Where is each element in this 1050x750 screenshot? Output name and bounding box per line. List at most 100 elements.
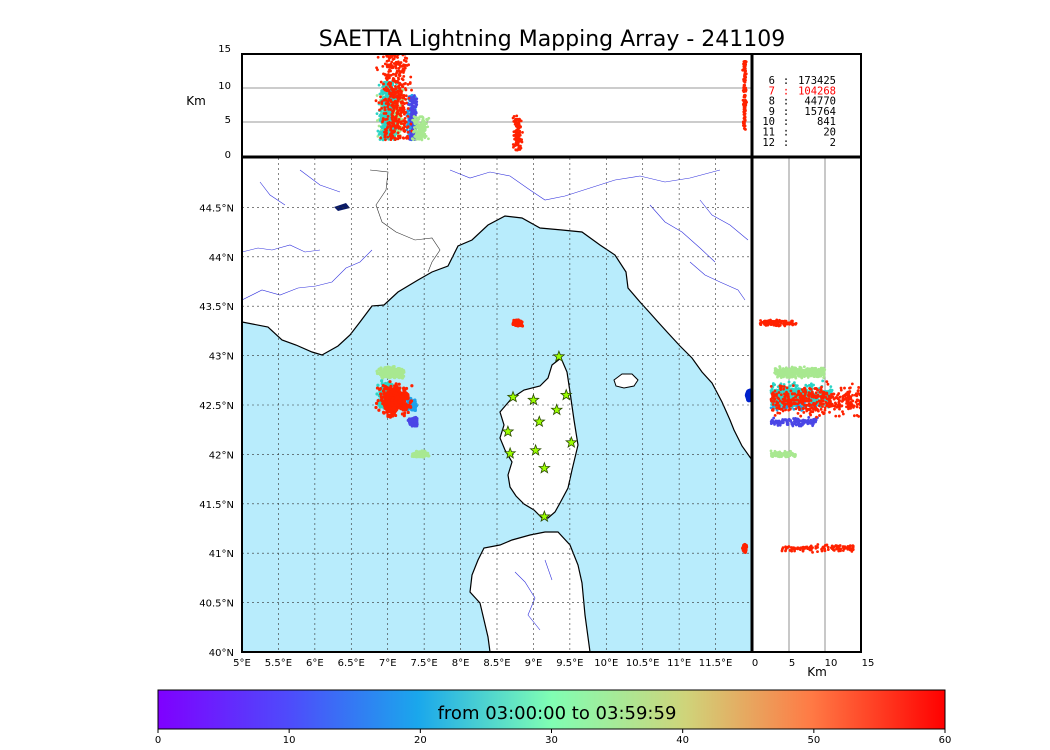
altitude-point [397,134,400,138]
altitude-point [409,125,412,129]
altitude-point [406,125,410,129]
altitude-point [413,122,417,126]
station-star-marker [552,349,566,362]
altitude-point [395,125,399,129]
altitude-point [410,96,414,99]
corsica-island [499,357,579,519]
altitude-point [412,115,416,118]
coastline-sardinia [469,531,591,652]
side-altitude-point [811,367,814,371]
altitude-point [742,105,746,109]
altitude-point [385,89,389,93]
lightning-source-point [387,399,391,404]
side-altitude-point [792,367,795,371]
altitude-point [742,94,746,97]
station-star-marker [501,425,515,438]
lightning-source-point [391,411,395,415]
altitude-point [744,101,747,105]
altitude-point [421,133,425,136]
lightning-source-point [387,372,391,377]
altitude-point [392,93,396,97]
side-altitude-point [811,422,815,426]
side-altitude-point [791,372,795,375]
altitude-point [396,85,400,88]
altitude-point [412,112,416,116]
altitude-point [517,119,521,123]
side-altitude-point [789,374,793,377]
altitude-point [394,66,398,70]
lightning-source-point [376,398,380,403]
lightning-source-point [390,367,395,371]
altitude-point [390,88,394,91]
lightning-source-point [404,386,409,391]
altitude-point [406,136,410,140]
longitude-tick-label: 5°E [233,658,251,669]
altitude-point [405,101,408,105]
altitude-point [514,133,517,137]
side-altitude-point [802,422,806,425]
altitude-point [393,85,397,88]
longitude-tick-label: 10°E [594,658,618,669]
altitude-point [403,56,407,60]
altitude-point [409,122,413,126]
altitude-point [400,64,404,68]
altitude-point [406,107,410,110]
altitude-point [515,114,519,118]
side-altitude-point [771,419,774,423]
altitude-points [374,54,748,152]
side-altitude-point [820,368,823,372]
altitude-point [407,96,411,100]
lightning-source-point [422,453,426,457]
side-points [758,318,861,554]
side-altitude-point [800,372,803,376]
border-france-italy [369,169,441,273]
altitude-point [514,141,518,145]
lightning-source-point [395,388,399,392]
altitude-point [402,123,406,127]
lightning-source-point [401,394,405,398]
altitude-point [402,82,406,86]
side-altitude-point [802,369,805,373]
lightning-source-point [416,452,420,456]
altitude-point [515,118,519,121]
side-altitude-point [781,368,785,372]
side-altitude-point [792,422,796,426]
side-altitude-point [786,422,790,425]
longitude-tick-label: 7°E [379,658,397,669]
altitude-point [380,100,384,104]
altitude-point [405,64,409,67]
side-altitude-point [786,375,790,379]
altitude-point [390,55,394,59]
side-altitude-point [778,365,782,368]
altitude-point [397,81,401,85]
station-star-marker [559,388,573,401]
side-altitude-point [769,406,773,410]
altitude-point [422,123,425,127]
longitude-tick-labels: 5°E 5.5°E 6°E 6.5°E 7°E 7.5°E 8°E 8.5°E 9°E 9.5°E… [233,658,732,669]
lightning-source-point [392,369,396,374]
altitude-point [416,116,420,120]
lightning-source-point [398,386,402,390]
lightning-source-point [516,324,520,328]
longitude-tick-label: 11°E [667,658,691,669]
altitude-point [385,59,389,63]
station-star-marker [529,443,542,456]
lightning-source-point [374,405,378,410]
side-altitude-point [776,419,780,423]
altitude-point [404,120,408,124]
altitude-point [515,121,519,125]
altitude-point [381,92,385,96]
latitude-tick-label: 42°N [209,450,234,461]
altitude-point [378,92,382,96]
lightning-source-point [392,364,396,369]
side-altitude-point [776,422,780,426]
lightning-source-point [390,398,394,402]
lightning-source-point [395,402,400,407]
station-count-stations: 12 [762,137,775,149]
altitude-point [390,117,394,121]
altitude-point [395,102,398,105]
lightning-source-point [386,375,390,379]
lightning-source-point [410,384,414,388]
altitude-point [410,137,414,141]
altitude-point [521,130,524,134]
